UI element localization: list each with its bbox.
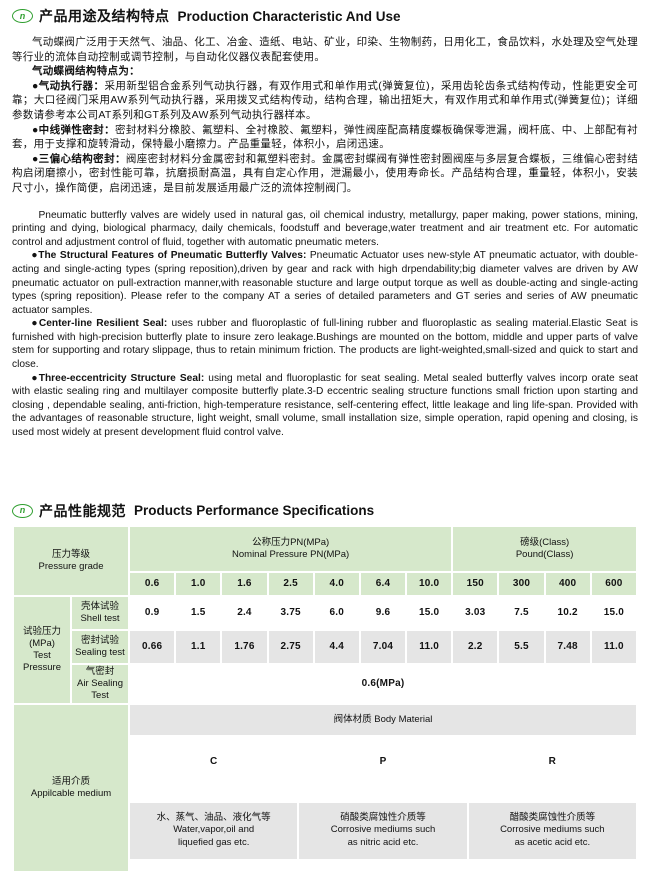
grade-cell: 600 (591, 572, 636, 595)
table-header-row: 压力等级 Pressure grade 公称压力PN(MPa) Nominal … (14, 526, 636, 595)
shell-test-row: 试验压力 (MPa) Test Pressure 壳体试验 Shell test… (14, 596, 636, 703)
sealing-test-value: 1.1 (176, 630, 221, 663)
bullet-zh-centerline-seal: ●中线弹性密封：密封材料分橡胶、氟塑料、全衬橡胶、氟塑料，弹性阀座配高精度蝶板确… (12, 123, 638, 152)
bullet-zh-centerline-seal-text: 密封材料分橡胶、氟塑料、全衬橡胶、氟塑料，弹性阀座配高精度蝶板确保零泄漏，阀杆底… (12, 123, 638, 151)
shell-test-value: 15.0 (591, 596, 636, 629)
bullet-en-eccentric-seal-text: using metal and fluoroplastic for seat s… (12, 372, 639, 439)
material-code-R: R (468, 748, 636, 777)
air-sealing-row: 气密封 Air Sealing Test 0.6(MPa) (14, 664, 636, 703)
grade-cell: 10.0 (407, 572, 452, 595)
intro-paragraph-en: Pneumatic butterfly valves are widely us… (12, 209, 638, 248)
grade-cell: 2.5 (268, 572, 313, 595)
section2-title-zh: 产品性能规范 (39, 502, 126, 519)
sealing-test-value: 11.0 (407, 630, 452, 663)
bullet-zh-centerline-seal-label: ●中线弹性密封： (31, 123, 115, 136)
material-desc-C: 水、蒸气、油品、液化气等 Water,vapor,oil and liquefi… (130, 802, 298, 859)
grade-cell: 150 (453, 572, 498, 595)
sealing-test-value: 0.66 (130, 630, 175, 663)
sealing-test-row: 密封试验 Sealing test 0.66 1.1 1.76 2.75 4.4… (14, 630, 636, 663)
grade-values-row: 0.6 1.0 1.6 2.5 4.0 6.4 10.0 150 300 400… (14, 572, 636, 595)
material-desc-P: 硝酸类腐蚀性介质等 Corrosive mediums such as nitr… (299, 802, 467, 859)
section2-header: n 产品性能规范 Products Performance Specificat… (12, 501, 638, 521)
bullet-en-eccentric-seal-label: ●Three-eccentricity Structure Seal: (31, 372, 209, 384)
intro-paragraph-zh: 气动蝶阀广泛用于天然气、油品、化工、冶金、造纸、电站、矿业，印染、生物制药，日用… (12, 36, 638, 63)
shell-test-label-cell: 壳体试验 Shell test (72, 596, 129, 629)
sealing-test-value: 1.76 (222, 630, 267, 663)
performance-spec-table: 压力等级 Pressure grade 公称压力PN(MPa) Nominal … (12, 525, 638, 873)
grade-cell: 6.4 (360, 572, 406, 595)
bullet-en-structural-features: ●The Structural Features of Pneumatic Bu… (12, 249, 638, 317)
bullet-en-centerline-seal: ●Center-line Resilient Seal: uses rubber… (12, 317, 638, 371)
section1-title-en: Production Characteristic And Use (177, 8, 401, 24)
grade-cell: 300 (499, 572, 544, 595)
logo-icon: n (12, 503, 33, 518)
bullet-zh-actuator-text: 采用新型铝合金系列气动执行器，有双作用式和单作用式(弹簧复位)，采用齿轮齿条式结… (12, 79, 638, 121)
english-text-block: Pneumatic butterfly valves are widely us… (12, 209, 638, 440)
shell-test-value: 6.0 (314, 596, 359, 629)
material-code-C: C (130, 748, 298, 777)
sealing-test-value: 2.2 (453, 630, 498, 663)
bullet-zh-eccentric-seal: ●三偏心结构密封：阀座密封材料分金属密封和氟塑料密封。金属密封蝶阀有弹性密封圈阀… (12, 152, 638, 196)
material-code-row: C P R (14, 737, 636, 789)
air-sealing-label-cell: 气密封 Air Sealing Test (72, 664, 129, 703)
logo-icon: n (12, 9, 33, 23)
sealing-test-value: 2.75 (268, 630, 313, 663)
bullet-zh-eccentric-seal-text: 阀座密封材料分金属密封和氟塑料密封。金属密封蝶阀有弹性密封圈阀座与多层复合蝶板，… (12, 152, 638, 194)
shell-test-value: 3.03 (453, 596, 498, 629)
sealing-test-value: 11.0 (591, 630, 636, 663)
shell-test-value: 2.4 (222, 596, 267, 629)
shell-test-value: 15.0 (407, 596, 452, 629)
grade-cell: 1.0 (176, 572, 221, 595)
bullet-zh-actuator-label: ●气动执行器： (31, 79, 105, 92)
sealing-test-value: 4.4 (314, 630, 359, 663)
bullet-en-centerline-seal-label: ●Center-line Resilient Seal: (31, 318, 172, 330)
sealing-test-value: 5.5 (499, 630, 544, 663)
section2-title-en: Products Performance Specifications (134, 503, 375, 519)
bullet-en-centerline-seal-text: uses rubber and fluoroplastic of full-li… (12, 318, 638, 371)
bullet-en-structural-features-label: ●The Structural Features of Pneumatic Bu… (31, 250, 310, 262)
grade-cell: 400 (545, 572, 590, 595)
nominal-pressure-header-cell: 公称压力PN(MPa) Nominal Pressure PN(MPa) (130, 526, 452, 571)
air-sealing-value-cell: 0.6(MPa) (130, 664, 636, 703)
shell-test-value: 10.2 (545, 596, 590, 629)
grade-cell: 4.0 (314, 572, 359, 595)
shell-test-value: 7.5 (499, 596, 544, 629)
bullet-en-eccentric-seal: ●Three-eccentricity Structure Seal: usin… (12, 372, 638, 440)
grade-cell: 0.6 (130, 572, 175, 595)
material-desc-R: 醋酸类腐蚀性介质等 Corrosive mediums such as acet… (468, 802, 636, 859)
test-pressure-label-cell: 试验压力 (MPa) Test Pressure (14, 596, 70, 703)
pressure-grade-header-cell: 压力等级 Pressure grade (14, 526, 129, 595)
features-lead-zh: 气动蝶阀结构特点为： (31, 65, 140, 78)
body-material-header-cell: 阀体材质 Body Material (130, 704, 636, 735)
section1-title-zh: 产品用途及结构特点 (39, 8, 170, 24)
bullet-en-structural-features-text: Pneumatic Actuator uses new-style AT pne… (12, 250, 638, 316)
shell-test-value: 0.9 (130, 596, 175, 629)
shell-test-value: 9.6 (360, 596, 406, 629)
sealing-test-value: 7.04 (360, 630, 406, 663)
bullet-zh-actuator: ●气动执行器：采用新型铝合金系列气动执行器，有双作用式和单作用式(弹簧复位)，采… (12, 79, 638, 123)
pound-class-header-cell: 磅级(Class) Pound(Class) (453, 526, 636, 571)
applicable-medium-label-cell: 适用介质 Appilcable medium (14, 704, 129, 871)
chinese-text-block: 气动蝶阀广泛用于天然气、油品、化工、冶金、造纸、电站、矿业，印染、生物制药，日用… (12, 35, 638, 196)
sealing-test-value: 7.48 (545, 630, 590, 663)
shell-test-value: 3.75 (268, 596, 313, 629)
grade-cell: 1.6 (222, 572, 267, 595)
bullet-zh-eccentric-seal-label: ●三偏心结构密封： (31, 152, 126, 165)
body-material-row: 适用介质 Appilcable medium 阀体材质 Body Materia… (14, 704, 636, 871)
sealing-test-label-cell: 密封试验 Sealing test (72, 630, 129, 663)
section1-header: n 产品用途及结构特点 Production Characteristic An… (12, 6, 638, 26)
shell-test-value: 1.5 (176, 596, 221, 629)
material-code-P: P (299, 748, 467, 777)
